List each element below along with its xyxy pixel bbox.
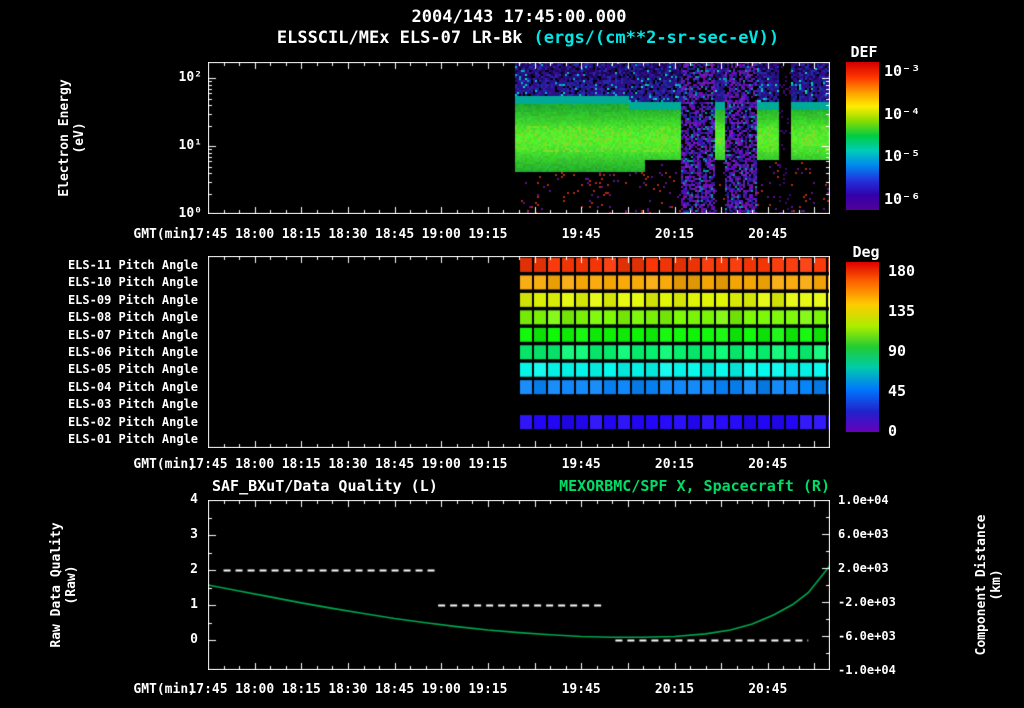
pitch-colorbar-tick-label: 0 [888, 422, 898, 440]
quality-y-axis-label-line2: (Raw) [64, 565, 79, 605]
pitch-row-label: ELS-05 Pitch Angle [67, 362, 198, 377]
spacecraft-series-title: MEXORBMC/SPF X, Spacecraft (R) [559, 477, 830, 495]
x-tick-label: 18:00 [235, 682, 275, 697]
quality-tick-label: 0 [190, 632, 198, 648]
instrument-title: ELSSCIL/MEx ELS-07 LR-Bk [276, 28, 523, 48]
quality-tick-label: 1 [190, 597, 198, 613]
x-tick-label: 19:45 [561, 682, 601, 697]
x-tick-label: 17:45 [188, 457, 228, 472]
quality-tick-label: 2 [190, 562, 198, 578]
pitch-colorbar-tick-label: 135 [888, 302, 916, 321]
x-axis-title: GMT(min) [133, 682, 196, 697]
x-tick-label: 20:15 [654, 682, 695, 697]
x-tick-label: 17:45 [188, 682, 228, 697]
pitch-row-label: ELS-02 Pitch Angle [67, 414, 198, 429]
quality-y-axis-label-line1: Raw Data Quality [49, 522, 64, 648]
pitch-angle-canvas [208, 256, 830, 448]
pitch-row-label: ELS-08 Pitch Angle [67, 310, 198, 325]
x-tick-label: 19:15 [468, 227, 508, 242]
x-tick-label: 18:00 [235, 227, 275, 242]
pitch-row-label: ELS-07 Pitch Angle [67, 327, 198, 342]
flux-colorbar-tick-label: 10⁻⁴ [884, 104, 921, 123]
quality-distance-canvas [208, 500, 830, 670]
pitch-colorbar-tick-label: 180 [888, 262, 916, 281]
flux-colorbar-tick-label: 10⁻⁶ [884, 189, 921, 208]
x-tick-label: 18:15 [281, 682, 321, 697]
pitch-colorbar [846, 262, 879, 432]
x-axis-title: GMT(min) [133, 457, 196, 472]
x-tick-label: 20:45 [748, 457, 788, 472]
x-tick-label: 18:45 [375, 682, 415, 697]
distance-tick-label: -1.0e+04 [838, 663, 896, 677]
x-tick-label: 19:00 [421, 227, 461, 242]
distance-tick-label: -6.0e+03 [838, 629, 896, 643]
pitch-row-label: ELS-01 Pitch Angle [67, 432, 198, 447]
distance-tick-label: 2.0e+03 [838, 561, 889, 575]
flux-colorbar-tick-label: 10⁻³ [884, 62, 921, 81]
pitch-colorbar-title: Deg [852, 243, 880, 261]
x-tick-label: 19:00 [421, 682, 461, 697]
quality-tick-label: 3 [190, 527, 198, 543]
distance-y-axis-label-line1: Component Distance [974, 514, 989, 656]
spectrogram-y-axis-label-line1: Electron Energy [57, 79, 72, 197]
x-tick-label: 19:45 [561, 227, 601, 242]
plot-datetime-title: 2004/143 17:45:00.000 [411, 7, 627, 27]
x-tick-label: 18:30 [328, 227, 368, 242]
flux-colorbar [846, 62, 879, 210]
quality-series-title: SAF_BXuT/Data Quality (L) [212, 477, 438, 495]
distance-tick-label: 6.0e+03 [838, 527, 889, 541]
x-tick-label: 18:45 [375, 227, 415, 242]
spectrogram-y-axis-label: Electron Energy (eV) [57, 38, 87, 238]
pitch-colorbar-tick-label: 45 [888, 382, 907, 401]
quality-tick-label: 4 [190, 492, 198, 507]
flux-colorbar-tick-label: 10⁻⁵ [884, 147, 921, 166]
x-tick-label: 17:45 [188, 227, 228, 242]
pitch-row-label: ELS-06 Pitch Angle [67, 345, 198, 359]
pitch-row-label: ELS-04 Pitch Angle [67, 379, 198, 394]
pitch-colorbar-tick-label: 90 [888, 342, 907, 361]
pitch-row-label: ELS-10 Pitch Angle [67, 275, 198, 290]
x-tick-label: 20:45 [748, 682, 788, 697]
x-tick-label: 18:30 [328, 682, 368, 697]
x-tick-label: 19:15 [468, 682, 508, 697]
x-tick-label: 19:15 [468, 457, 508, 472]
x-tick-label: 19:45 [561, 457, 601, 472]
x-tick-label: 18:15 [281, 457, 321, 472]
x-tick-label: 20:45 [748, 227, 788, 242]
pitch-row-label: ELS-03 Pitch Angle [67, 397, 198, 412]
plot-main-title: ELSSCIL/MEx ELS-07 LR-Bk (ergs/(cm**2-sr… [208, 29, 848, 48]
distance-y-axis-label: Component Distance (km) [974, 475, 1004, 695]
x-tick-label: 18:15 [281, 227, 321, 242]
x-axis-title: GMT(min) [133, 227, 196, 242]
spec-y-tick-label: 10¹ [178, 138, 202, 154]
spec-y-tick-label: 10⁰ [178, 206, 202, 221]
distance-tick-label: -2.0e+03 [838, 595, 896, 609]
spectrogram-y-axis-label-line2: (eV) [72, 122, 87, 154]
distance-y-axis-label-line2: (km) [989, 569, 1004, 601]
x-tick-label: 19:00 [421, 457, 461, 472]
distance-tick-label: 1.0e+04 [838, 493, 889, 507]
flux-units-label: (ergs/(cm**2-sr-sec-eV)) [533, 28, 780, 48]
spectrogram-canvas [208, 62, 830, 214]
spec-y-tick-label: 10² [178, 70, 202, 86]
x-tick-label: 18:00 [235, 457, 275, 472]
quality-y-axis-label: Raw Data Quality (Raw) [49, 475, 79, 695]
x-tick-label: 18:30 [328, 457, 368, 472]
pitch-row-label: ELS-11 Pitch Angle [67, 257, 198, 272]
pitch-row-label: ELS-09 Pitch Angle [67, 292, 198, 307]
x-tick-label: 20:15 [654, 227, 695, 242]
x-tick-label: 18:45 [375, 457, 415, 472]
flux-colorbar-title: DEF [850, 43, 878, 61]
x-tick-label: 20:15 [654, 457, 695, 472]
